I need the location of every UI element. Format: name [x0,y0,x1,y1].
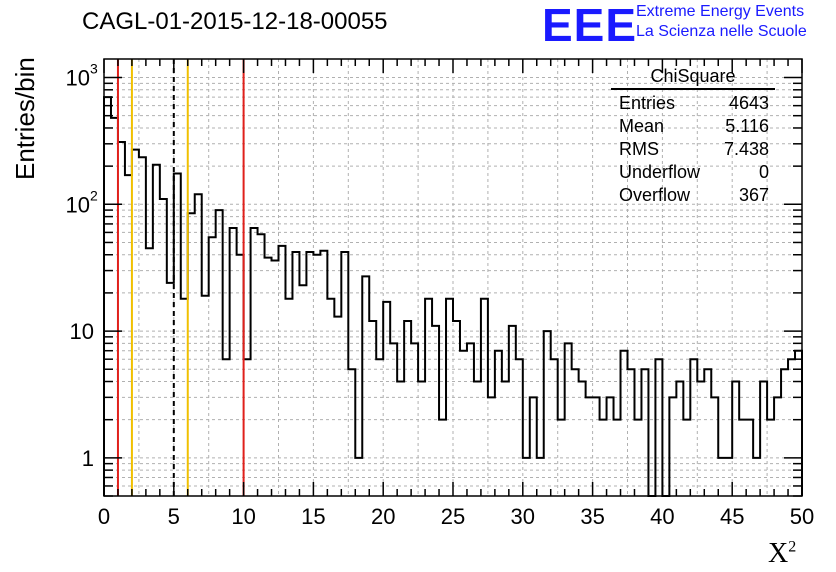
page-title: CAGL-01-2015-12-18-00055 [82,8,388,35]
stats-label: RMS [619,139,659,159]
y-tick-label-exponent: 2 [90,187,98,203]
x-tick-label: 40 [650,504,674,529]
y-tick-label-exponent: 3 [90,61,98,77]
y-tick-label: 10 [66,192,90,217]
y-tick-label: 10 [70,319,94,344]
y-axis-label: Entries/bin [10,57,40,180]
stats-value: 367 [738,185,769,205]
y-tick-label: 1 [82,446,94,471]
stats-value: 0 [758,162,769,182]
x-tick-label: 35 [580,504,604,529]
x-tick-label: 20 [371,504,395,529]
stats-row: RMS 7.438 [611,138,775,161]
stats-label: Entries [619,93,676,113]
stats-row: Underflow 0 [611,161,775,184]
stats-value: 7.438 [723,139,769,159]
stats-value: 4643 [728,93,769,113]
stats-row: Entries 4643 [611,92,775,115]
x-tick-label: 25 [441,504,465,529]
stats-row: Mean 5.116 [611,115,775,138]
axis-ticks [103,59,803,497]
vertical-lines [116,59,245,496]
logo-line-1: Extreme Energy Events [636,3,805,20]
x-axis-label-base: X [768,538,789,569]
x-tick-label: 5 [168,504,180,529]
x-tick-label: 50 [790,504,814,529]
stats-box: ChiSquare Entries 4643 Mean 5.116 RMS 7.438… [611,66,775,207]
x-tick-label: 45 [720,504,744,529]
stats-label: Overflow [619,185,691,205]
stats-row: Overflow 367 [611,184,775,207]
x-tick-label: 10 [231,504,255,529]
y-tick-label: 10 [66,66,90,91]
eee-logo: EEE [542,0,638,51]
x-tick-labels: 0 5 10 15 20 25 30 35 40 45 50 [98,504,814,529]
histogram [103,96,803,497]
x-tick-label: 0 [98,504,110,529]
x-tick-label: 15 [301,504,325,529]
x-axis-label-superscript: 2 [788,538,797,556]
x-tick-label: 30 [511,504,535,529]
stats-label: Underflow [619,162,701,182]
stats-label: Mean [619,116,665,136]
logo-line-2: La Scienza nelle Scuole [636,23,807,40]
histogram-outline [103,96,803,497]
stats-title: ChiSquare [611,66,775,90]
x-axis-label: X2 [768,538,796,570]
stats-value: 5.116 [725,116,769,136]
